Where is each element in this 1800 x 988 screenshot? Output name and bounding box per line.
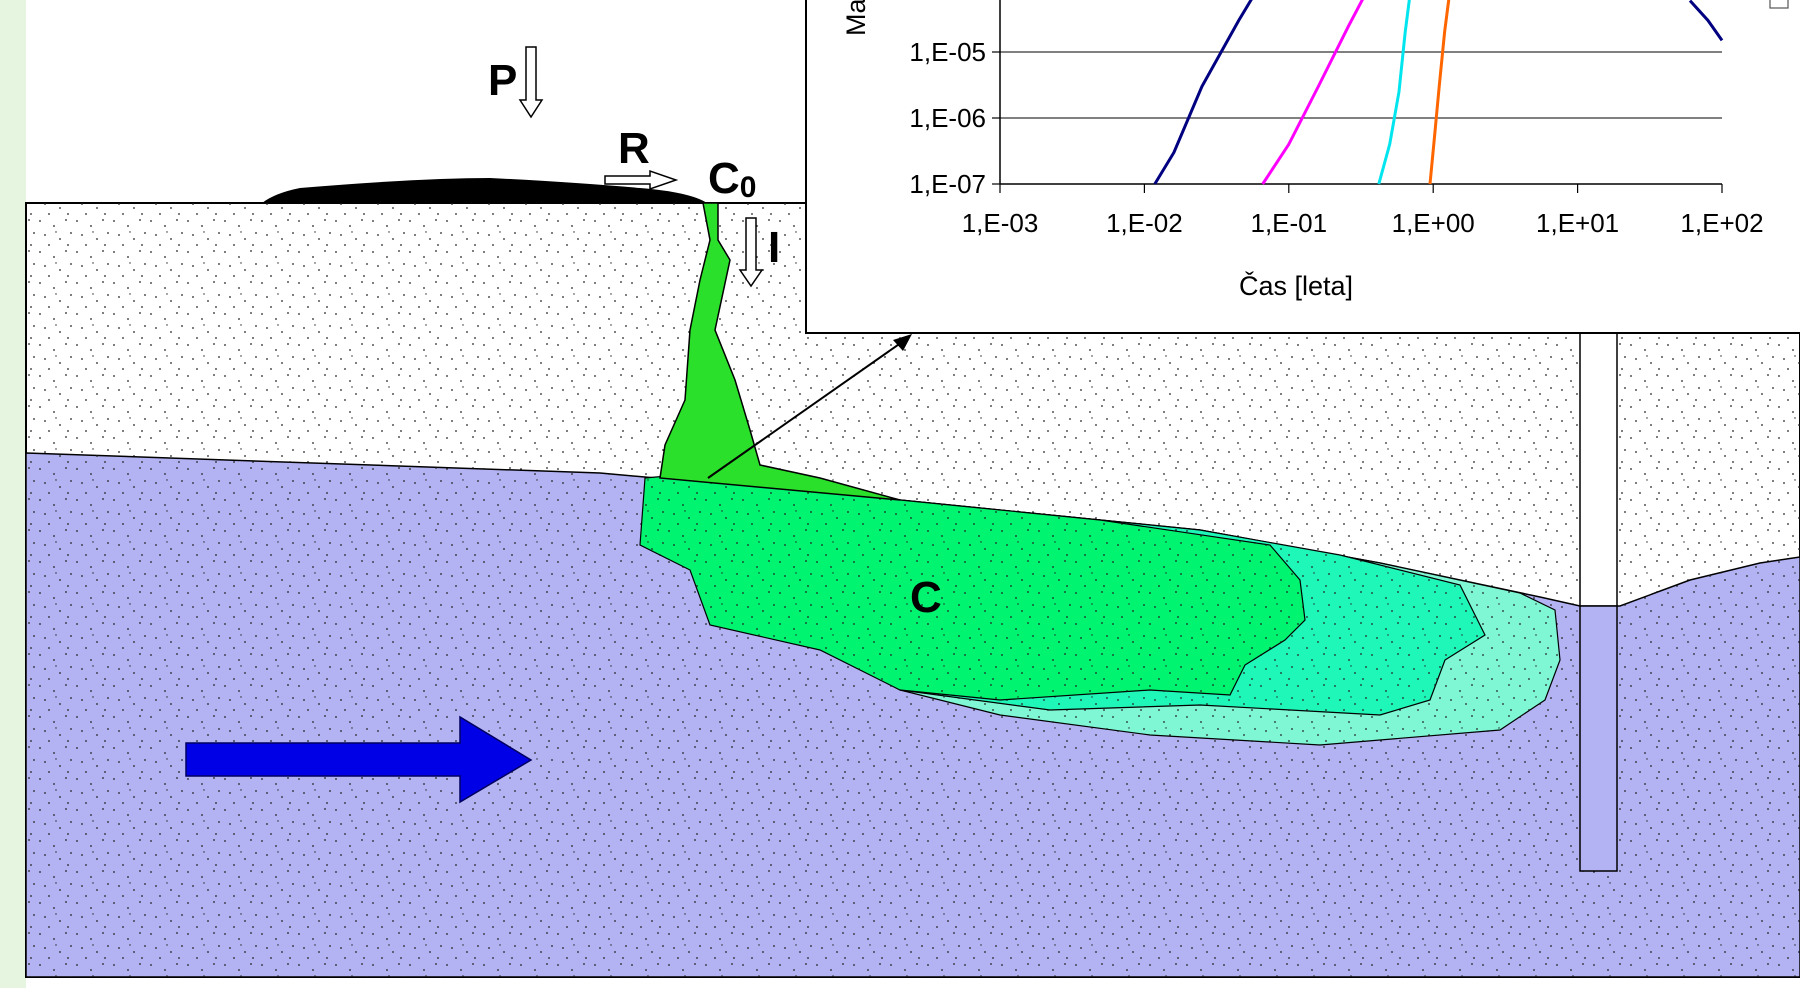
x-tick-label: 1,E+01 [1536,208,1619,238]
chart-frame [805,0,1800,334]
y-tick-label: 1,E-05 [909,37,986,67]
series-line-3 [1377,0,1411,185]
source-concentration-subscript: 0 [740,171,757,204]
series-line-1 [1153,0,1253,185]
runoff-arrow [604,169,679,191]
x-axis-title: Čas [leta] [1239,270,1353,301]
waste-pile [262,178,707,203]
source-concentration-symbol: C [708,154,740,203]
x-tick-label: 1,E+02 [1680,208,1763,238]
plume-concentration-label: C [910,573,942,622]
precipitation-label: P [488,56,517,105]
monitoring-well-screen [1579,605,1618,872]
y-axis-title: Ma [841,0,871,36]
source-concentration-label: C0 [708,154,756,204]
chart-legend-box [1769,0,1789,9]
runoff-label: R [618,124,650,173]
x-tick-label: 1,E-03 [962,208,1039,238]
breakthrough-chart: 1,E-05 1,E-06 1,E-07 1,E-03 1,E-02 1,E-01 1,E+… [805,0,1800,334]
precipitation-arrow [518,46,544,119]
infiltration-label: I [768,223,780,272]
infiltration-arrow [738,217,764,288]
plume-core-texture [640,473,1305,700]
x-tick-label: 1,E-01 [1250,208,1327,238]
monitoring-well-upper [1579,329,1618,607]
chart-pointer-line [707,339,906,479]
series-line-4 [1428,0,1451,185]
series-line-5 [1688,0,1724,42]
x-tick-label: 1,E+00 [1392,208,1475,238]
x-tick-label: 1,E-02 [1106,208,1183,238]
chart-pointer-arrowhead [893,334,912,351]
series-line-2 [1261,0,1364,185]
groundwater-flow-arrow [185,715,533,804]
y-tick-label: 1,E-07 [909,169,986,199]
y-tick-label: 1,E-06 [909,103,986,133]
seepage-column [659,202,901,501]
plot-area: 1,E-05 1,E-06 1,E-07 1,E-03 1,E-02 1,E-01 1,E+… [909,0,1764,238]
